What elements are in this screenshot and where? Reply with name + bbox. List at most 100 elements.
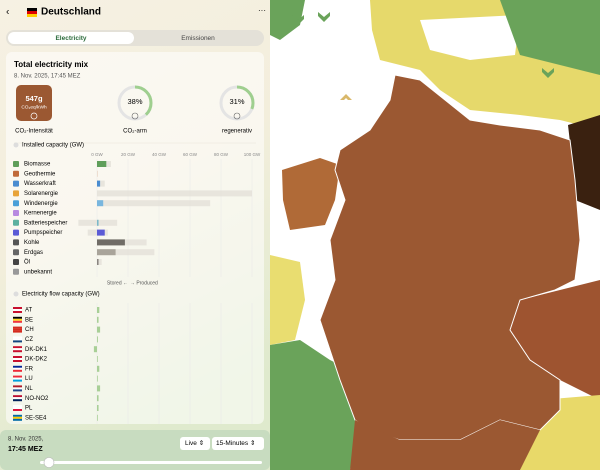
source-label: Kohle — [24, 240, 40, 246]
capacity-bar — [97, 190, 252, 196]
production-bar — [97, 220, 99, 226]
flag — [13, 397, 22, 399]
flow-bar — [97, 385, 100, 391]
flag — [13, 311, 22, 313]
flow-bar — [97, 317, 99, 323]
zone-label: DK-DK1 — [25, 347, 48, 353]
stored-capacity-bar — [88, 230, 97, 236]
flag — [13, 329, 22, 331]
production-bar — [97, 181, 100, 187]
footer-date: 8. Nov. 2025, — [8, 437, 44, 443]
section-title: Electricity flow capacity (GW) — [22, 292, 100, 298]
source-label: Öl — [24, 259, 30, 266]
production-bar — [97, 161, 106, 167]
source-label: Kernenergie — [24, 211, 57, 217]
flag — [13, 340, 22, 342]
back-arrow[interactable]: ‹ — [6, 7, 9, 18]
flow-bar — [97, 327, 100, 333]
flag — [13, 378, 22, 380]
zone-label: SE-SE4 — [25, 415, 47, 421]
production-bar — [97, 239, 125, 245]
flag — [13, 417, 22, 419]
zone-label: NL — [25, 386, 33, 392]
gauge-value: 31% — [229, 97, 244, 106]
intensity-unit: CO₂eq/kWh — [21, 104, 47, 110]
flag — [13, 358, 22, 360]
source-icon — [13, 210, 19, 216]
flow-bar — [97, 395, 99, 401]
x-tick-label: 40 GW — [152, 152, 167, 157]
x-tick-label: 20 GW — [121, 152, 136, 157]
zone-label: AT — [25, 308, 33, 314]
legend-produced: → Produced — [130, 280, 158, 286]
flag — [13, 360, 22, 362]
source-icon — [13, 190, 19, 196]
source-label: Wasserkraft — [24, 181, 56, 187]
flow-bar — [97, 415, 98, 421]
intensity-value: 547g — [25, 94, 43, 103]
source-icon — [13, 239, 19, 245]
flag — [13, 356, 22, 358]
flag — [13, 370, 22, 372]
intensity-box — [16, 85, 52, 121]
slider-track — [40, 461, 262, 464]
flag — [13, 319, 22, 321]
card-title: Total electricity mix — [14, 60, 89, 69]
source-label: Windenergie — [24, 201, 58, 207]
source-icon — [13, 230, 19, 236]
flag — [13, 368, 22, 370]
tab[interactable]: Emissionen — [181, 35, 215, 42]
map[interactable] — [270, 0, 600, 470]
zone-label: CZ — [25, 337, 33, 343]
flag — [13, 407, 22, 409]
zone-label: BE — [25, 317, 33, 323]
flag — [13, 380, 22, 382]
flow-bar — [97, 356, 98, 362]
production-bar — [97, 230, 105, 236]
flag — [13, 338, 22, 340]
flag — [13, 387, 22, 389]
tab[interactable]: Electricity — [55, 35, 86, 42]
source-icon — [13, 181, 19, 187]
capacity-bar — [97, 220, 117, 226]
flag — [13, 327, 22, 329]
flow-bar — [97, 366, 99, 372]
source-icon — [13, 269, 19, 275]
card-date: 8. Nov. 2025, 17:45 MEZ — [14, 74, 81, 80]
slider-handle[interactable] — [44, 458, 54, 468]
flag — [13, 399, 22, 401]
source-label: Geothermie — [24, 171, 56, 177]
flag — [13, 309, 22, 311]
zone-title: Deutschland — [41, 7, 101, 18]
flag — [13, 321, 22, 323]
intensity-label: CO₂-Intensität — [15, 129, 53, 135]
flag — [13, 346, 22, 348]
zone-label: FR — [25, 366, 34, 372]
source-label: Biomasse — [24, 162, 51, 168]
gauge-value: 38% — [127, 97, 142, 106]
gauge-label: regenerativ — [222, 129, 252, 135]
capacity-bar — [97, 200, 210, 206]
flag — [13, 395, 22, 397]
production-bar — [97, 249, 116, 255]
flag — [13, 415, 22, 417]
source-label: Solarenergie — [24, 191, 59, 197]
source-label: Erdgas — [24, 250, 43, 256]
legend-stored: Stored ← — [107, 280, 128, 286]
menu-button[interactable]: ··· — [258, 6, 266, 15]
section-title: Installed capacity (GW) — [22, 143, 84, 149]
x-tick-label: 0 GW — [91, 152, 103, 157]
flag — [13, 409, 22, 411]
production-bar — [97, 259, 99, 265]
flow-bar — [97, 307, 99, 313]
flag — [13, 405, 22, 407]
source-label: Pumpspeicher — [24, 230, 62, 236]
flag — [13, 376, 22, 378]
flag — [13, 331, 22, 333]
source-icon — [13, 200, 19, 206]
flow-bar — [94, 346, 97, 352]
source-icon — [13, 220, 19, 226]
flag — [13, 307, 22, 309]
source-label: unbekannt — [24, 269, 52, 275]
source-icon — [13, 161, 19, 167]
